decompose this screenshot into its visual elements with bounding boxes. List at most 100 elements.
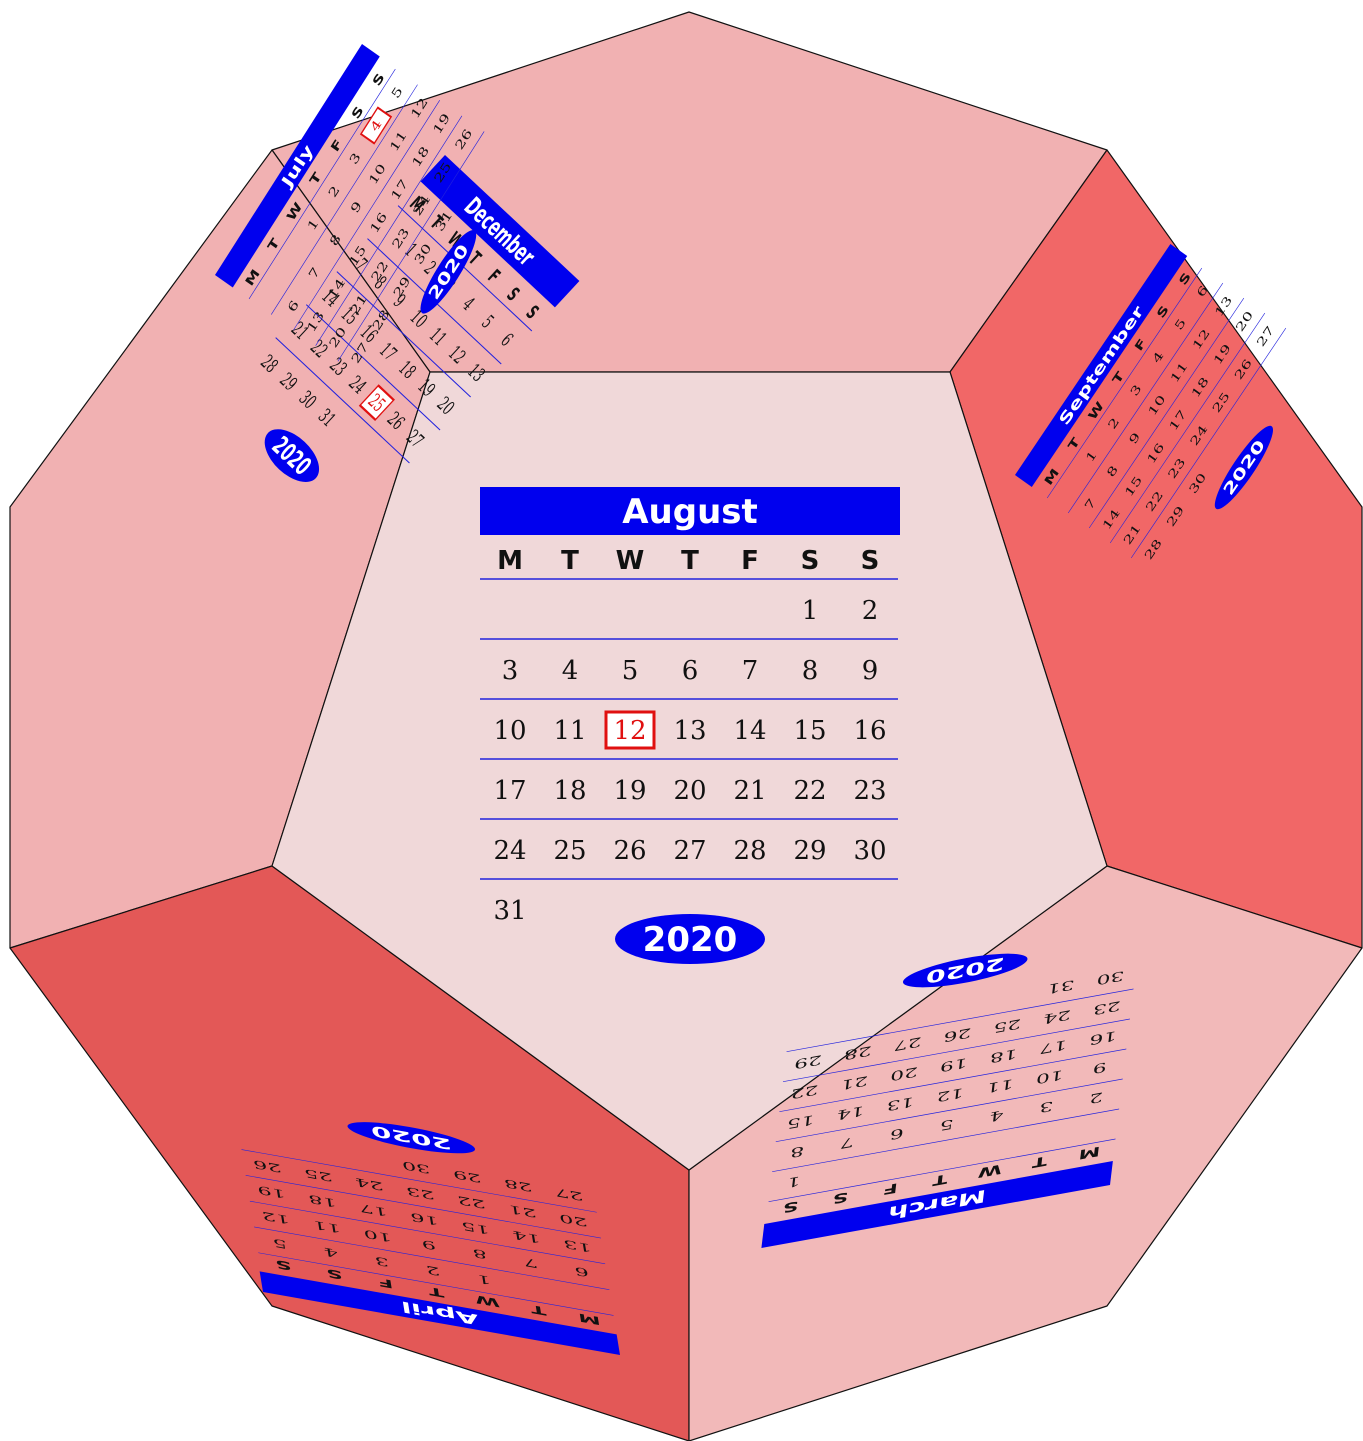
month-header (259, 1271, 620, 1355)
week-rule (782, 1018, 1130, 1083)
day-number: 22 (790, 1081, 819, 1101)
day-number: 13 (886, 1093, 915, 1113)
day-number: 19 (256, 1183, 286, 1201)
day-number: 27 (893, 1033, 922, 1053)
weekday-letter: F (1133, 337, 1150, 354)
month-title: August (622, 492, 758, 532)
day-number: 25 (553, 836, 586, 866)
week-rule (1130, 327, 1287, 559)
weekday-letter: S (370, 71, 388, 89)
month-header (215, 43, 380, 288)
weekday-letter: T (1031, 1153, 1048, 1171)
week-rule (248, 68, 396, 300)
day-number: 24 (1043, 1006, 1072, 1026)
day-number: 5 (622, 656, 639, 686)
day-number: 26 (613, 836, 646, 866)
day-number: 1 (802, 596, 819, 626)
day-number: 28 (733, 836, 766, 866)
week-rule (258, 1252, 614, 1316)
day-number: 15 (793, 716, 826, 746)
day-number: 13 (673, 716, 706, 746)
week-rule (1088, 297, 1245, 529)
day-number: 12 (613, 716, 646, 746)
day-number: 8 (802, 656, 819, 686)
week-rule (241, 1149, 597, 1213)
day-number: 22 (793, 776, 826, 806)
week-rule (772, 1108, 1120, 1173)
day-number: 12 (936, 1084, 965, 1104)
day-number: 2 (1088, 1089, 1104, 1107)
day-number: 30 (1096, 967, 1125, 987)
year-badge (264, 429, 320, 482)
week-rule (397, 205, 533, 332)
day-number: 19 (939, 1054, 968, 1074)
day-number: 24 (354, 1175, 384, 1193)
day-number: 31 (493, 896, 526, 926)
day-number: 14 (511, 1228, 541, 1246)
day-number: 7 (839, 1134, 855, 1152)
day-number: 28 (843, 1042, 872, 1062)
day-number: 20 (673, 776, 706, 806)
year-badge (902, 953, 1028, 988)
weekday-letter: T (529, 1302, 547, 1317)
day-number: 26 (943, 1024, 972, 1044)
weekday-letter: T (561, 546, 579, 576)
year-badge (420, 230, 477, 314)
day-number: 9 (1092, 1059, 1108, 1077)
day-number: 17 (493, 776, 526, 806)
week-rule (1109, 312, 1266, 544)
day-number: 24 (493, 836, 526, 866)
weekday-letter: F (741, 546, 759, 576)
weekday-letter: M (1078, 1143, 1101, 1162)
day-number: 11 (986, 1075, 1015, 1095)
day-number: 2 (425, 1262, 441, 1277)
day-number: 4 (989, 1107, 1005, 1125)
day-number: 13 (562, 1237, 592, 1255)
day-number: 10 (1035, 1066, 1064, 1086)
day-number: 29 (793, 836, 826, 866)
day-number: 29 (452, 1167, 482, 1185)
weekday-letter: S (861, 546, 880, 576)
week-rule (337, 131, 485, 362)
week-rule (775, 1078, 1123, 1143)
day-number: 16 (853, 716, 886, 746)
day-number: 21 (733, 776, 766, 806)
day-number: 20 (890, 1063, 919, 1083)
today-marker (604, 710, 656, 750)
day-number: 1 (476, 1271, 492, 1286)
week-rule (315, 115, 463, 346)
month-header (761, 1161, 1113, 1249)
day-number: 15 (460, 1219, 490, 1237)
day-number: 23 (405, 1184, 435, 1202)
day-number: 8 (790, 1143, 806, 1161)
day-number: 17 (358, 1201, 388, 1219)
month-header (420, 155, 580, 308)
day-number: 11 (553, 716, 586, 746)
face-front (271, 371, 1108, 1171)
year-badge (615, 914, 765, 964)
day-number: 31 (1046, 976, 1075, 996)
day-number: 5 (389, 84, 406, 101)
day-number: 8 (472, 1246, 488, 1261)
day-number: 21 (840, 1072, 869, 1092)
day-number: 6 (574, 1264, 590, 1279)
weekday-letter: W (977, 1161, 1003, 1180)
day-number: 23 (853, 776, 886, 806)
day-number: 6 (889, 1125, 905, 1143)
day-number: 10 (362, 1226, 392, 1244)
day-number: 3 (1039, 1098, 1055, 1116)
day-number: 11 (311, 1217, 341, 1235)
week-rule (270, 84, 418, 315)
day-number: 30 (853, 836, 886, 866)
day-number: 28 (503, 1176, 533, 1194)
weekday-letter: S (274, 1257, 292, 1272)
day-number: 25 (303, 1166, 333, 1184)
day-number: 26 (252, 1157, 282, 1175)
day-number: 10 (493, 716, 526, 746)
weekday-letter: T (931, 1171, 948, 1189)
day-number: 16 (1089, 1027, 1118, 1047)
day-number: 18 (553, 776, 586, 806)
day-number: 9 (862, 656, 879, 686)
week-rule (293, 100, 440, 331)
